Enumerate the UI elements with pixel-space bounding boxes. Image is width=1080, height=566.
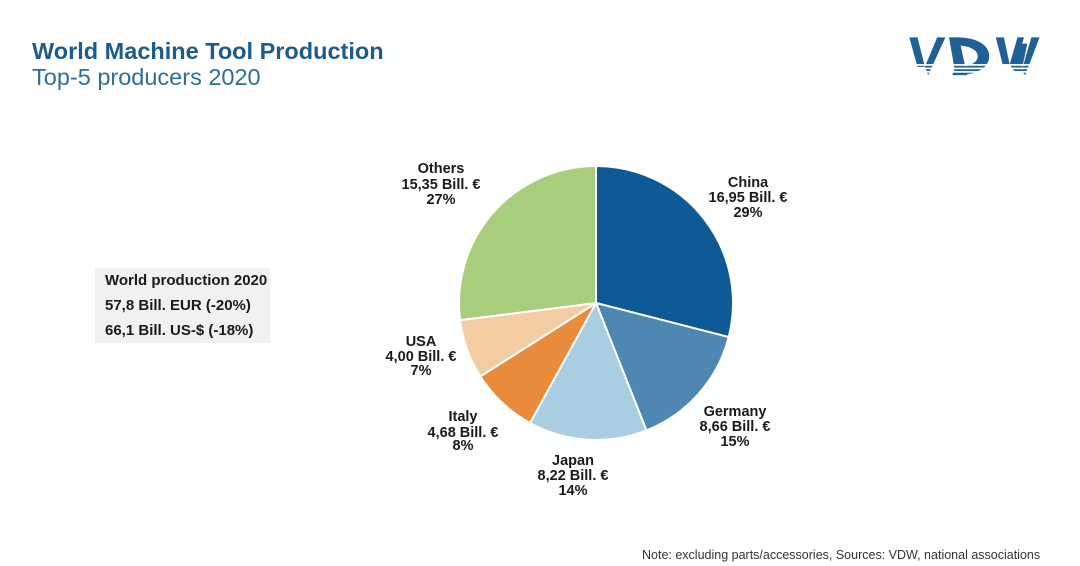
- svg-text:14%: 14%: [558, 483, 587, 499]
- svg-text:Germany: Germany: [704, 404, 767, 420]
- svg-text:29%: 29%: [733, 205, 762, 221]
- svg-text:27%: 27%: [426, 192, 455, 208]
- svg-text:Japan: Japan: [552, 453, 594, 469]
- svg-text:16,95 Bill. €: 16,95 Bill. €: [709, 190, 788, 206]
- svg-text:8,22 Bill. €: 8,22 Bill. €: [538, 468, 609, 484]
- svg-text:7%: 7%: [411, 363, 432, 379]
- svg-text:Italy: Italy: [448, 409, 477, 425]
- svg-text:Others: Others: [418, 161, 465, 177]
- svg-text:15,35 Bill. €: 15,35 Bill. €: [402, 177, 481, 193]
- svg-text:8,66 Bill. €: 8,66 Bill. €: [700, 419, 771, 435]
- svg-text:15%: 15%: [720, 434, 749, 450]
- svg-text:China: China: [728, 175, 769, 191]
- svg-text:8%: 8%: [453, 438, 474, 454]
- svg-text:USA: USA: [406, 334, 437, 350]
